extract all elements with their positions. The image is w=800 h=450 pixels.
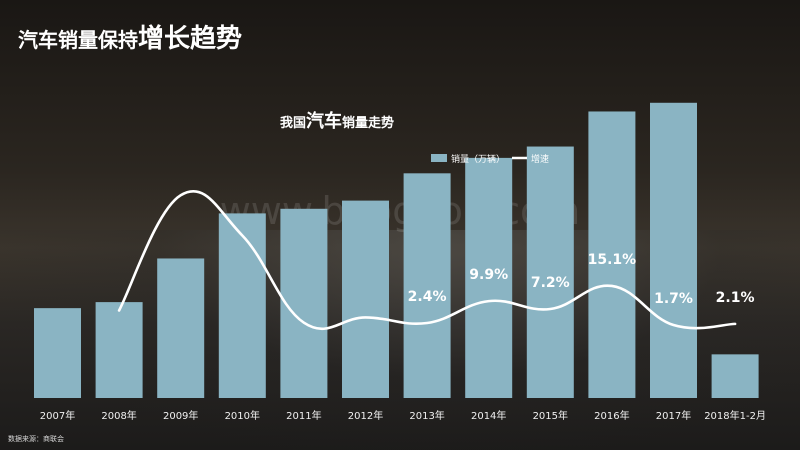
bar-6 [403, 173, 451, 398]
x-tick-label: 2018年1-2月 [704, 409, 766, 422]
bar-9 [588, 111, 636, 399]
bar-1 [95, 302, 143, 398]
growth-line [117, 189, 737, 330]
slide-title-highlight: 增长趋势 [138, 24, 243, 54]
bar-4 [280, 208, 328, 398]
chart-title-prefix: 我国 [280, 116, 307, 131]
x-tick-label: 2012年 [348, 409, 383, 422]
bar-3 [218, 213, 266, 398]
data-label: 1.7% [654, 291, 693, 307]
legend-bar-swatch [431, 154, 447, 162]
x-tick-label: 2015年 [533, 409, 568, 422]
bar-5 [342, 200, 389, 398]
chart-title-highlight: 汽车 [306, 111, 343, 132]
watermark: www.baogao8.com [220, 189, 581, 233]
x-tick-label: 2009年 [163, 409, 198, 422]
slide-title: 汽车销量保持增长趋势 [18, 18, 242, 55]
bar-10 [650, 102, 697, 398]
bar-8 [526, 146, 574, 398]
data-label: 2.1% [716, 290, 755, 306]
bar-2 [157, 258, 205, 398]
data-label: 7.2% [531, 275, 570, 291]
data-label: 15.1% [588, 252, 637, 268]
data-source: 数据来源：商联会 [8, 435, 64, 443]
bar-11 [711, 354, 759, 398]
x-tick-label: 2014年 [471, 409, 506, 422]
legend-line-label: 增速 [531, 153, 549, 165]
data-label: 9.9% [469, 267, 508, 283]
x-tick-label: 2017年 [656, 409, 691, 422]
x-tick-label: 2016年 [594, 409, 629, 422]
chart-title: 我国汽车销量走势 [280, 107, 394, 133]
slide-title-prefix: 汽车销量保持 [18, 28, 138, 52]
legend-bar-label: 销量（万辆） [451, 153, 505, 165]
data-label: 2.4% [408, 289, 447, 305]
x-tick-label: 2008年 [101, 409, 136, 422]
chart-title-suffix: 销量走势 [342, 116, 395, 131]
x-tick-label: 2011年 [286, 409, 321, 422]
x-tick-label: 2010年 [225, 409, 260, 422]
bar-0 [34, 308, 81, 398]
x-tick-label: 2013年 [409, 409, 444, 422]
x-tick-label: 2007年 [40, 409, 75, 422]
bar-7 [465, 157, 513, 398]
